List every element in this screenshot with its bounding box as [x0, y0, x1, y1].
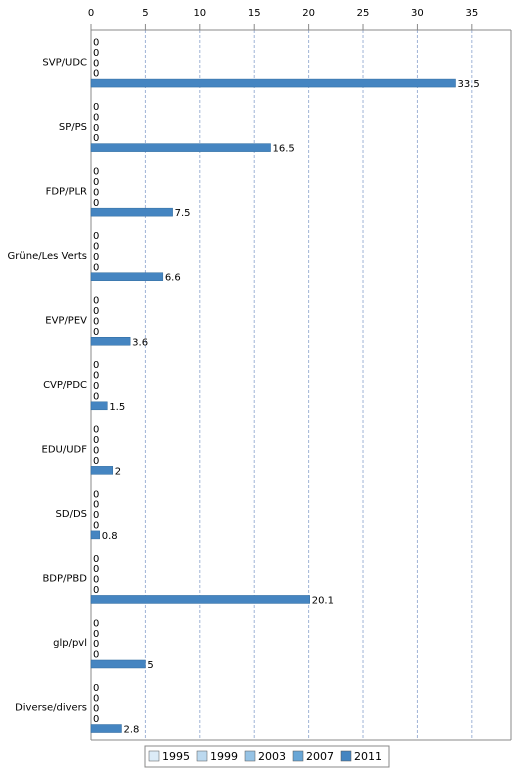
- value-label: 7.5: [175, 208, 191, 219]
- x-tick-label: 35: [465, 8, 478, 19]
- value-label: 0: [93, 446, 99, 457]
- value-label: 0: [93, 360, 99, 371]
- bar: [90, 659, 146, 669]
- y-tick-label: SD/DS: [56, 509, 87, 520]
- value-label: 0: [93, 231, 99, 242]
- value-label: 0: [93, 112, 99, 123]
- value-label: 0: [93, 252, 99, 263]
- value-label: 0: [93, 489, 99, 500]
- legend-label: 2011: [354, 750, 382, 763]
- y-tick-label: glp/pvl: [53, 638, 87, 649]
- legend-label: 1995: [162, 750, 190, 763]
- value-label: 0: [93, 371, 99, 382]
- value-label: 3.6: [132, 337, 148, 348]
- value-label: 5: [147, 660, 153, 671]
- value-label: 0: [93, 316, 99, 327]
- value-label: 0: [93, 198, 99, 209]
- value-label: 2.8: [123, 725, 139, 736]
- x-tick-label: 25: [357, 8, 370, 19]
- x-tick-label: 15: [248, 8, 261, 19]
- legend-label: 2003: [258, 750, 286, 763]
- bar: [90, 207, 173, 217]
- value-label: 0: [93, 575, 99, 586]
- value-label: 0: [93, 167, 99, 178]
- value-label: 20.1: [312, 595, 334, 606]
- value-label: 0: [93, 704, 99, 715]
- y-tick-label: Diverse/divers: [15, 703, 87, 714]
- legend-swatch: [292, 750, 304, 762]
- x-tick-label: 0: [88, 8, 94, 19]
- value-label: 0: [93, 629, 99, 640]
- value-label: 0: [93, 510, 99, 521]
- y-tick-label: Grüne/Les Verts: [8, 251, 87, 262]
- y-tick-label: EVP/PEV: [45, 315, 87, 326]
- value-label: 0: [93, 693, 99, 704]
- value-label: 0: [93, 381, 99, 392]
- value-label: 0: [93, 296, 99, 307]
- x-tick-label: 5: [142, 8, 148, 19]
- value-label: 0: [93, 500, 99, 511]
- value-label: 0: [93, 306, 99, 317]
- value-label: 0: [93, 554, 99, 565]
- bar: [90, 337, 131, 346]
- value-label: 0: [93, 102, 99, 113]
- value-label: 0: [93, 48, 99, 59]
- value-label: 0: [93, 391, 99, 402]
- value-label: 0: [93, 187, 99, 198]
- legend-swatch: [244, 750, 256, 762]
- value-label: 0.8: [102, 531, 118, 542]
- value-label: 33.5: [458, 79, 480, 90]
- y-tick-label: BDP/PBD: [42, 574, 87, 585]
- bar: [90, 530, 100, 540]
- value-label: 0: [93, 69, 99, 80]
- value-label: 0: [93, 456, 99, 467]
- value-label: 0: [93, 37, 99, 48]
- value-label: 0: [93, 714, 99, 725]
- value-label: 0: [93, 618, 99, 629]
- value-label: 0: [93, 564, 99, 575]
- value-label: 0: [93, 683, 99, 694]
- value-label: 0: [93, 242, 99, 253]
- legend-label: 2007: [306, 750, 334, 763]
- x-tick-label: 10: [193, 8, 206, 19]
- legend-swatch: [148, 750, 160, 762]
- y-tick-label: FDP/PLR: [46, 186, 87, 197]
- y-tick-label: CVP/PDC: [43, 380, 87, 391]
- bar: [90, 595, 310, 604]
- value-label: 1.5: [109, 402, 125, 413]
- value-label: 0: [93, 435, 99, 446]
- value-label: 0: [93, 177, 99, 188]
- value-label: 0: [93, 520, 99, 531]
- value-label: 0: [93, 639, 99, 650]
- legend-swatch: [340, 750, 352, 762]
- value-label: 6.6: [165, 273, 181, 284]
- value-label: 0: [93, 262, 99, 273]
- y-tick-label: SVP/UDC: [42, 57, 87, 68]
- value-label: 0: [93, 123, 99, 134]
- value-label: 0: [93, 585, 99, 596]
- bar: [90, 143, 271, 152]
- bar: [90, 401, 108, 411]
- y-tick-label: SP/PS: [59, 122, 87, 133]
- value-label: 0: [93, 133, 99, 144]
- legend-label: 1999: [210, 750, 238, 763]
- x-tick-label: 20: [302, 8, 315, 19]
- value-label: 0: [93, 425, 99, 436]
- value-label: 0: [93, 650, 99, 661]
- bar: [90, 724, 122, 733]
- bar: [90, 466, 114, 475]
- bar: [90, 78, 456, 88]
- y-tick-label: EDU/UDF: [42, 445, 88, 456]
- value-label: 16.5: [273, 144, 295, 155]
- value-label: 0: [93, 327, 99, 338]
- value-label: 0: [93, 58, 99, 69]
- value-label: 2: [115, 466, 121, 477]
- bar: [90, 272, 164, 281]
- x-tick-label: 30: [411, 8, 424, 19]
- legend-swatch: [196, 750, 208, 762]
- legend: 1995 1999 2003 2007 2011: [144, 745, 390, 768]
